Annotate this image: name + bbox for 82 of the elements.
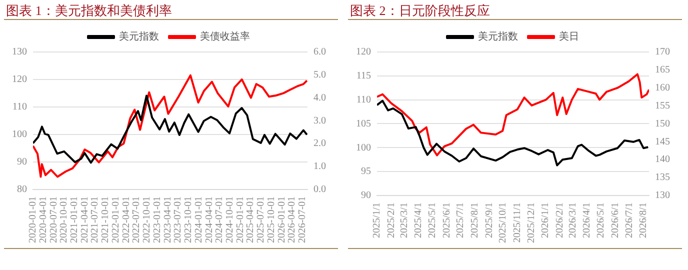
x-tick-label: 2020-07-01: [48, 196, 60, 244]
x-tick-label: 2026-04-01: [286, 196, 298, 244]
x-tick-label: 2025/11/1: [512, 202, 524, 243]
x-tick-label: 2024-01-01: [193, 196, 204, 244]
y-tick-label: 115: [356, 70, 371, 82]
y2-tick-label: 4.0: [314, 92, 326, 104]
x-tick-label: 2025/10/1: [498, 202, 509, 244]
x-tick-label: 2023-01-01: [152, 196, 164, 244]
x-tick-label: 2025/12/1: [526, 202, 537, 244]
y2-tick-label: 140: [655, 154, 670, 166]
x-tick-label: 2021-10-01: [100, 196, 112, 244]
x-tick-label: 2024-10-01: [224, 196, 236, 244]
y-tick-label: 110: [12, 102, 27, 113]
y2-tick-label: 6.0: [314, 46, 326, 58]
y2-tick-label: 170: [655, 46, 670, 58]
y-tick-label: 90: [361, 190, 371, 202]
x-tick-label: 2021-07-01: [90, 196, 101, 244]
x-tick-label: 2025-04-01: [245, 196, 256, 244]
legend-label: 美元指数: [119, 30, 159, 43]
x-tick-label: 2023-07-01: [172, 196, 184, 244]
y2-tick-label: 165: [655, 64, 670, 76]
x-tick-label: 2020-01-01: [28, 196, 39, 244]
y-tick-label: 80: [17, 184, 27, 195]
x-tick-label: 2025/2/1: [386, 202, 397, 238]
y2-tick-label: 135: [655, 172, 670, 184]
x-tick-label: 2021-04-01: [79, 196, 90, 244]
y2-tick-label: 3.0: [314, 115, 326, 126]
x-tick-label: 2020-10-01: [58, 196, 70, 244]
x-tick-label: 2025/1/1: [372, 202, 383, 238]
x-tick-label: 2026/6/1: [610, 202, 621, 238]
x-tick-label: 2025-01-01: [235, 196, 246, 244]
x-tick-label: 2026-07-01: [297, 196, 308, 244]
legend-label: 美债收益率: [200, 30, 250, 43]
y-tick-label: 100: [356, 142, 371, 154]
legend-label: 美元指数: [478, 30, 518, 43]
y2-tick-label: 160: [655, 82, 670, 94]
legend-label: 美日: [559, 30, 579, 43]
x-tick-label: 2024-04-01: [204, 196, 215, 244]
x-tick-label: 2021-01-01: [69, 196, 80, 244]
x-tick-label: 2026/3/1: [567, 202, 578, 238]
x-tick-label: 2025-07-01: [256, 196, 267, 244]
x-tick-label: 2025/5/1: [427, 202, 438, 238]
y2-tick-label: 145: [655, 136, 670, 148]
x-tick-label: 2026/1/1: [540, 202, 552, 238]
y-tick-label: 95: [361, 166, 371, 178]
x-tick-label: 2023-04-01: [162, 196, 174, 244]
y2-tick-label: 150: [655, 118, 670, 130]
y2-tick-label: 0.0: [314, 184, 326, 195]
x-tick-label: 2025/7/1: [455, 202, 466, 238]
y-tick-label: 90: [17, 156, 27, 168]
x-tick-label: 2026/7/1: [624, 202, 635, 238]
x-tick-label: 2024-07-01: [214, 196, 226, 244]
x-tick-label: 2022-01-01: [110, 196, 122, 244]
chart-title: 图表 1：美元指数和美债利率: [6, 2, 172, 20]
x-tick-label: 2022-10-01: [142, 196, 153, 244]
chart-title: 图表 2：日元阶段性反应: [350, 2, 490, 20]
y2-tick-label: 2.0: [314, 138, 326, 150]
y-tick-label: 120: [12, 74, 27, 86]
y-tick-label: 100: [12, 129, 27, 140]
y2-tick-label: 155: [655, 100, 670, 112]
x-tick-label: 2026-01-01: [276, 196, 288, 244]
x-tick-label: 2026/8/1: [638, 202, 650, 238]
x-tick-label: 2025/9/1: [484, 202, 495, 238]
x-tick-label: 2020-04-01: [38, 196, 49, 244]
x-tick-label: 2025/3/1: [398, 202, 410, 238]
y2-tick-label: 130: [655, 190, 670, 202]
y-tick-label: 110: [356, 94, 371, 106]
x-tick-label: 2025-10-01: [266, 196, 278, 244]
x-tick-label: 2022-07-01: [131, 196, 142, 244]
y2-tick-label: 5.0: [314, 70, 326, 81]
x-tick-label: 2026/4/1: [582, 202, 593, 238]
y2-tick-label: 1.0: [314, 161, 326, 172]
x-tick-label: 2025/6/1: [441, 202, 452, 238]
x-tick-label: 2022-04-01: [120, 196, 132, 244]
x-tick-label: 2025/4/1: [413, 202, 424, 238]
x-tick-label: 2025/8/1: [470, 202, 481, 238]
y-tick-label: 120: [356, 46, 371, 58]
y-tick-label: 105: [356, 118, 371, 130]
x-tick-label: 2023-10-01: [183, 196, 194, 244]
x-tick-label: 2026/5/1: [596, 202, 607, 238]
y-tick-label: 130: [12, 46, 27, 58]
x-tick-label: 2026/2/1: [554, 202, 566, 238]
